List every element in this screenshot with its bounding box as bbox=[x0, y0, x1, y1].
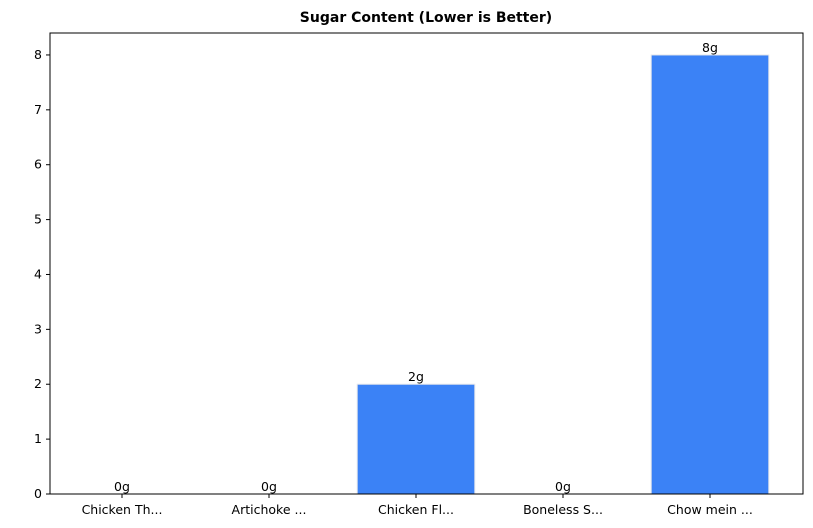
value-label: 8g bbox=[702, 40, 718, 55]
value-label: 0g bbox=[261, 479, 277, 494]
bar bbox=[356, 383, 476, 495]
value-label: 2g bbox=[408, 369, 424, 384]
chart-title: Sugar Content (Lower is Better) bbox=[300, 10, 552, 26]
bar bbox=[650, 54, 770, 495]
y-tick-label: 7 bbox=[34, 102, 42, 117]
y-tick-label: 0 bbox=[34, 486, 42, 501]
y-tick-label: 1 bbox=[34, 431, 42, 446]
y-tick-label: 4 bbox=[34, 266, 42, 281]
y-tick-label: 5 bbox=[34, 212, 42, 227]
plot-frame bbox=[49, 32, 804, 495]
x-tick-label: Chicken Fl... bbox=[378, 502, 454, 517]
value-label: 0g bbox=[555, 479, 571, 494]
x-tick-label: Boneless S... bbox=[523, 502, 603, 517]
x-tick-label: Chicken Th... bbox=[82, 502, 163, 517]
x-tick-label: Chow mein ... bbox=[667, 502, 753, 517]
y-tick-label: 6 bbox=[34, 157, 42, 172]
y-tick-label: 8 bbox=[34, 47, 42, 62]
value-label: 0g bbox=[114, 479, 130, 494]
y-tick-label: 2 bbox=[34, 376, 42, 391]
x-tick-label: Artichoke ... bbox=[232, 502, 307, 517]
y-tick-label: 3 bbox=[34, 321, 42, 336]
